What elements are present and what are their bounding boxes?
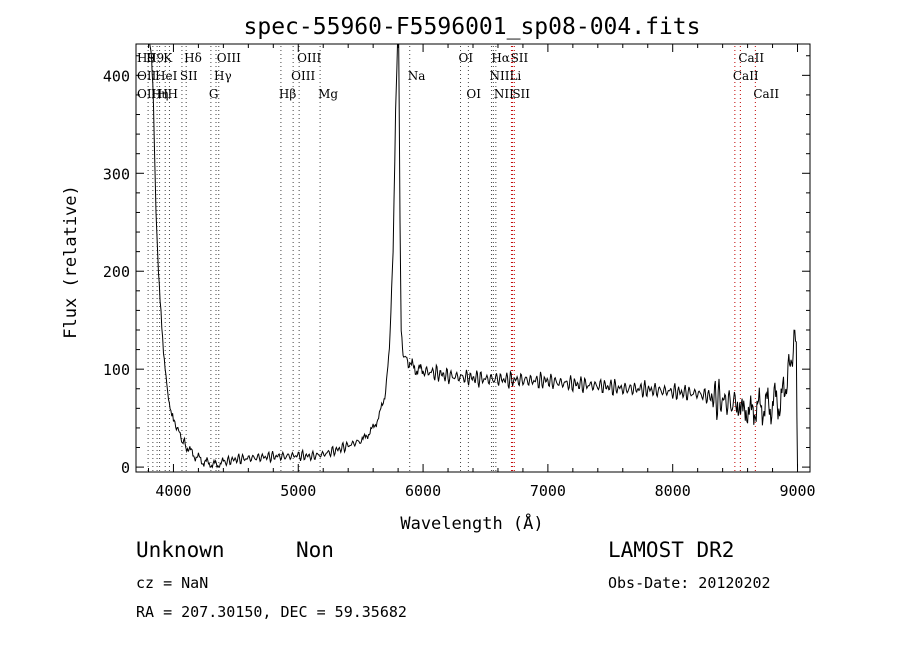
chart-title: spec-55960-F5596001_sp08-004.fits [244, 14, 701, 40]
line-label-23: SII [512, 87, 530, 101]
emission-line-labels: H9HηHeIHKHSIIHδGHγOIIIHβOIIIOIIIMgNaOIOI… [146, 51, 779, 101]
x-tick-label-9000: 9000 [779, 482, 815, 500]
line-label-11: Hβ [279, 87, 296, 101]
y-axis-label: Flux (relative) [61, 185, 81, 339]
survey-label: LAMOST DR2 [608, 538, 735, 562]
line-side-labels: H9 OII OII [137, 51, 157, 101]
line-label-13: OIII [297, 51, 321, 65]
line-label-9: Hγ [214, 69, 232, 83]
line-label-16: OI [459, 51, 474, 65]
line-label-19: Hα [491, 51, 510, 65]
side-label-1: OII [137, 69, 157, 83]
x-tick-label-7000: 7000 [530, 482, 566, 500]
line-label-8: G [209, 87, 219, 101]
line-label-1: Hη [151, 87, 169, 101]
line-label-7: Hδ [184, 51, 202, 65]
x-axis-label: Wavelength (Å) [400, 512, 543, 534]
line-label-10: OIII [217, 51, 241, 65]
coordinates-label: RA = 207.30150, DEC = 59.35682 [136, 603, 407, 621]
line-label-4: K [163, 51, 173, 65]
line-label-21: Li [509, 69, 521, 83]
plot-frame [135, 43, 811, 473]
spectrum-line-0 [136, 43, 798, 469]
line-label-15: Na [408, 69, 426, 83]
spectrum-series [136, 43, 798, 469]
y-tick-label-300: 300 [103, 165, 130, 183]
x-tick-label-5000: 5000 [280, 482, 316, 500]
obs-date-label: Obs-Date: 20120202 [608, 574, 771, 592]
y-tick-label-400: 400 [103, 67, 130, 85]
line-label-6: SII [180, 69, 198, 83]
classification-label: Unknown [136, 538, 225, 562]
line-label-20: NII [494, 87, 514, 101]
y-tick-label-100: 100 [103, 361, 130, 379]
y-tick-label-200: 200 [103, 263, 130, 281]
line-label-2: HeI [155, 69, 178, 83]
line-label-12: OIII [291, 69, 315, 83]
line-label-24: CaII [733, 69, 759, 83]
line-label-0: H9 [146, 51, 164, 65]
line-label-14: Mg [318, 87, 338, 101]
x-tick-label-8000: 8000 [655, 482, 691, 500]
line-label-26: CaII [753, 87, 779, 101]
y-axis: 0 100 200 300 400 [103, 55, 810, 477]
line-label-22: SII [511, 51, 529, 65]
line-label-5: H [167, 87, 177, 101]
side-label-0: H9 [137, 51, 155, 65]
side-label-2: OII [137, 87, 157, 101]
emission-line-markers [147, 46, 756, 472]
redshift-label: cz = NaN [136, 574, 209, 592]
x-tick-label-4000: 4000 [155, 482, 191, 500]
x-axis: 4000 5000 6000 7000 8000 9000 [147, 44, 816, 500]
line-label-18: NII [489, 69, 509, 83]
y-tick-label-0: 0 [121, 459, 130, 477]
line-label-17: OI [466, 87, 481, 101]
subclass-label: Non [296, 538, 334, 562]
line-label-3: H [158, 87, 168, 101]
x-tick-label-6000: 6000 [405, 482, 441, 500]
line-label-25: CaII [738, 51, 764, 65]
